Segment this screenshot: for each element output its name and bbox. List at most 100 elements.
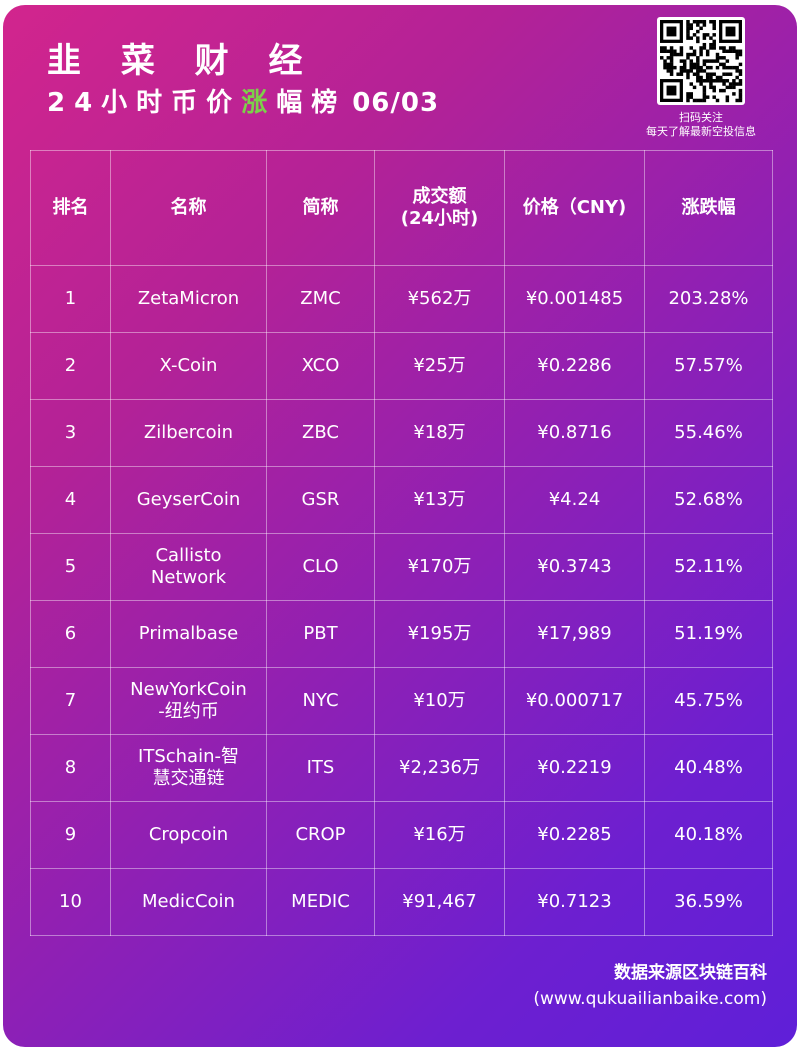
table-row: 10 MedicCoin MEDIC ¥91,467 ¥0.7123 36.59… <box>30 868 773 936</box>
cell-abbr: CLO <box>266 533 375 601</box>
cell-abbr: CROP <box>266 801 375 869</box>
cell-change: 36.59% <box>644 868 773 936</box>
cell-change: 51.19% <box>644 600 773 668</box>
qr-caption: 扫码关注 每天了解最新空投信息 <box>625 111 777 139</box>
cell-volume: ¥91,467 <box>374 868 505 936</box>
table-row: 2 X-Coin XCO ¥25万 ¥0.2286 57.57% <box>30 332 773 400</box>
source-url: (www.qukuailianbaike.com) <box>533 989 767 1009</box>
page-title: 韭 菜 财 经 <box>47 41 317 81</box>
cell-change: 55.46% <box>644 399 773 467</box>
cell-name-line1: ITSchain-智 <box>138 746 239 767</box>
cell-rank: 7 <box>30 667 111 735</box>
cell-name-line1: Zilbercoin <box>143 422 234 443</box>
cell-name-line2: 慧交通链 <box>152 768 225 789</box>
footer-source: 数据来源区块链百科 (www.qukuailianbaike.com) <box>533 960 767 1012</box>
cell-name: Callisto Network <box>110 533 267 601</box>
cell-name: Cropcoin <box>110 801 267 869</box>
table-row: 9 Cropcoin CROP ¥16万 ¥0.2285 40.18% <box>30 801 773 869</box>
cell-price: ¥0.3743 <box>504 533 645 601</box>
cell-change: 40.48% <box>644 734 773 802</box>
cell-rank: 10 <box>30 868 111 936</box>
cell-volume: ¥10万 <box>374 667 505 735</box>
table-row: 7 NewYorkCoin -纽约币 NYC ¥10万 ¥0.000717 45… <box>30 667 773 735</box>
cell-name: GeyserCoin <box>110 466 267 534</box>
header-volume-line2: (24小时) <box>400 208 479 229</box>
cell-price: ¥0.001485 <box>504 265 645 333</box>
cell-name-line1: Cropcoin <box>148 824 229 845</box>
cell-rank: 1 <box>30 265 111 333</box>
qr-caption-line2: 每天了解最新空投信息 <box>646 125 756 138</box>
cell-change: 52.68% <box>644 466 773 534</box>
subtitle-date: 06/03 <box>352 88 440 118</box>
cell-abbr: ZMC <box>266 265 375 333</box>
cell-volume: ¥13万 <box>374 466 505 534</box>
cell-rank: 5 <box>30 533 111 601</box>
cell-name-line1: GeyserCoin <box>136 489 241 510</box>
cell-rank: 2 <box>30 332 111 400</box>
qr-code-icon <box>657 17 745 105</box>
ranking-card: 韭 菜 财 经 24小时币价涨幅榜 06/03 扫码关注 每天了解最新空投信息 排… <box>3 5 797 1047</box>
cell-volume: ¥2,236万 <box>374 734 505 802</box>
cell-name-line1: X-Coin <box>159 355 218 376</box>
table-row: 6 Primalbase PBT ¥195万 ¥17,989 51.19% <box>30 600 773 668</box>
header-volume-line1: 成交额 <box>412 186 467 207</box>
cell-abbr: GSR <box>266 466 375 534</box>
cell-rank: 8 <box>30 734 111 802</box>
subtitle-suffix: 幅榜 <box>276 88 347 118</box>
cell-price: ¥4.24 <box>504 466 645 534</box>
cell-name-line1: Callisto <box>155 545 222 566</box>
header-name: 名称 <box>110 150 267 266</box>
cell-price: ¥0.000717 <box>504 667 645 735</box>
cell-name: NewYorkCoin -纽约币 <box>110 667 267 735</box>
table-row: 4 GeyserCoin GSR ¥13万 ¥4.24 52.68% <box>30 466 773 534</box>
cell-change: 45.75% <box>644 667 773 735</box>
page-subtitle: 24小时币价涨幅榜 06/03 <box>47 87 439 119</box>
cell-price: ¥0.7123 <box>504 868 645 936</box>
cell-abbr: NYC <box>266 667 375 735</box>
cell-name-line2: -纽约币 <box>158 701 219 722</box>
cell-abbr: ZBC <box>266 399 375 467</box>
cell-name: ITSchain-智 慧交通链 <box>110 734 267 802</box>
cell-price: ¥0.2219 <box>504 734 645 802</box>
qr-caption-line1: 扫码关注 <box>679 111 723 124</box>
cell-name-line1: Primalbase <box>138 623 239 644</box>
cell-volume: ¥25万 <box>374 332 505 400</box>
subtitle-highlight: 涨 <box>241 88 277 118</box>
cell-change: 40.18% <box>644 801 773 869</box>
cell-volume: ¥18万 <box>374 399 505 467</box>
table-row: 8 ITSchain-智 慧交通链 ITS ¥2,236万 ¥0.2219 40… <box>30 734 773 802</box>
source-label: 数据来源区块链百科 <box>614 963 767 983</box>
cell-name-line1: MedicCoin <box>142 891 235 912</box>
cell-rank: 9 <box>30 801 111 869</box>
cell-name-line1: NewYorkCoin <box>130 679 247 700</box>
table-row: 1 ZetaMicron ZMC ¥562万 ¥0.001485 203.28% <box>30 265 773 333</box>
cell-name-line2: Network <box>150 567 227 588</box>
cell-name: MedicCoin <box>110 868 267 936</box>
cell-rank: 6 <box>30 600 111 668</box>
cell-volume: ¥16万 <box>374 801 505 869</box>
cell-volume: ¥195万 <box>374 600 505 668</box>
cell-price: ¥17,989 <box>504 600 645 668</box>
cell-change: 203.28% <box>644 265 773 333</box>
header-price: 价格（CNY) <box>504 150 645 266</box>
header-volume: 成交额 (24小时) <box>374 150 505 266</box>
cell-rank: 4 <box>30 466 111 534</box>
header-abbr: 简称 <box>266 150 375 266</box>
table-header-row: 排名 名称 简称 成交额 (24小时) 价格（CNY) 涨跌幅 <box>30 150 773 266</box>
ranking-table: 排名 名称 简称 成交额 (24小时) 价格（CNY) 涨跌幅 1 ZetaMi… <box>30 150 773 936</box>
cell-name: Zilbercoin <box>110 399 267 467</box>
cell-change: 52.11% <box>644 533 773 601</box>
table-row: 5 Callisto Network CLO ¥170万 ¥0.3743 52.… <box>30 533 773 601</box>
subtitle-prefix: 24小时币价 <box>47 88 242 118</box>
table-row: 3 Zilbercoin ZBC ¥18万 ¥0.8716 55.46% <box>30 399 773 467</box>
cell-abbr: XCO <box>266 332 375 400</box>
header-rank: 排名 <box>30 150 111 266</box>
cell-abbr: ITS <box>266 734 375 802</box>
cell-rank: 3 <box>30 399 111 467</box>
header-change: 涨跌幅 <box>644 150 773 266</box>
cell-name: X-Coin <box>110 332 267 400</box>
cell-change: 57.57% <box>644 332 773 400</box>
cell-name: Primalbase <box>110 600 267 668</box>
cell-abbr: MEDIC <box>266 868 375 936</box>
cell-name: ZetaMicron <box>110 265 267 333</box>
